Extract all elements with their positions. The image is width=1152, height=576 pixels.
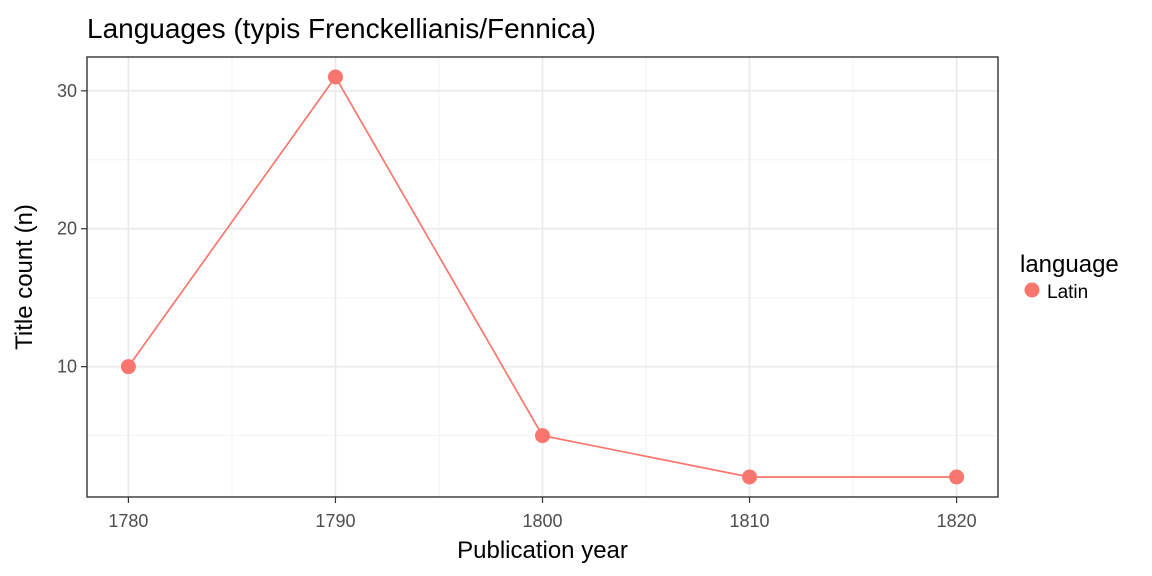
data-point-latin-1820 [949,469,965,485]
x-axis-title: Publication year [457,537,628,564]
x-tick-label: 1790 [315,511,355,531]
data-point-latin-1780 [120,359,136,375]
y-tick-label: 20 [57,219,77,239]
x-tick-label: 1800 [522,511,562,531]
y-tick-label: 10 [57,357,77,377]
legend-key-latin [1024,282,1040,298]
x-axis: 1780 1790 1800 1810 1820 [108,497,977,531]
legend-label-latin: Latin [1047,282,1088,303]
x-tick-label: 1820 [937,511,977,531]
data-point-latin-1790 [327,69,343,85]
data-point-latin-1810 [742,469,758,485]
series-layer [120,69,965,485]
legend-title: language [1020,251,1119,278]
x-tick-label: 1810 [730,511,770,531]
data-point-latin-1800 [535,428,550,444]
chart-title: Languages (typis Frenckellianis/Fennica) [87,13,596,44]
x-tick-label: 1780 [108,511,148,531]
legend: language Latin [1020,251,1119,303]
y-axis: 10 20 30 [57,81,87,377]
y-tick-label: 30 [57,81,77,101]
y-axis-title: Title count (n) [11,204,38,350]
